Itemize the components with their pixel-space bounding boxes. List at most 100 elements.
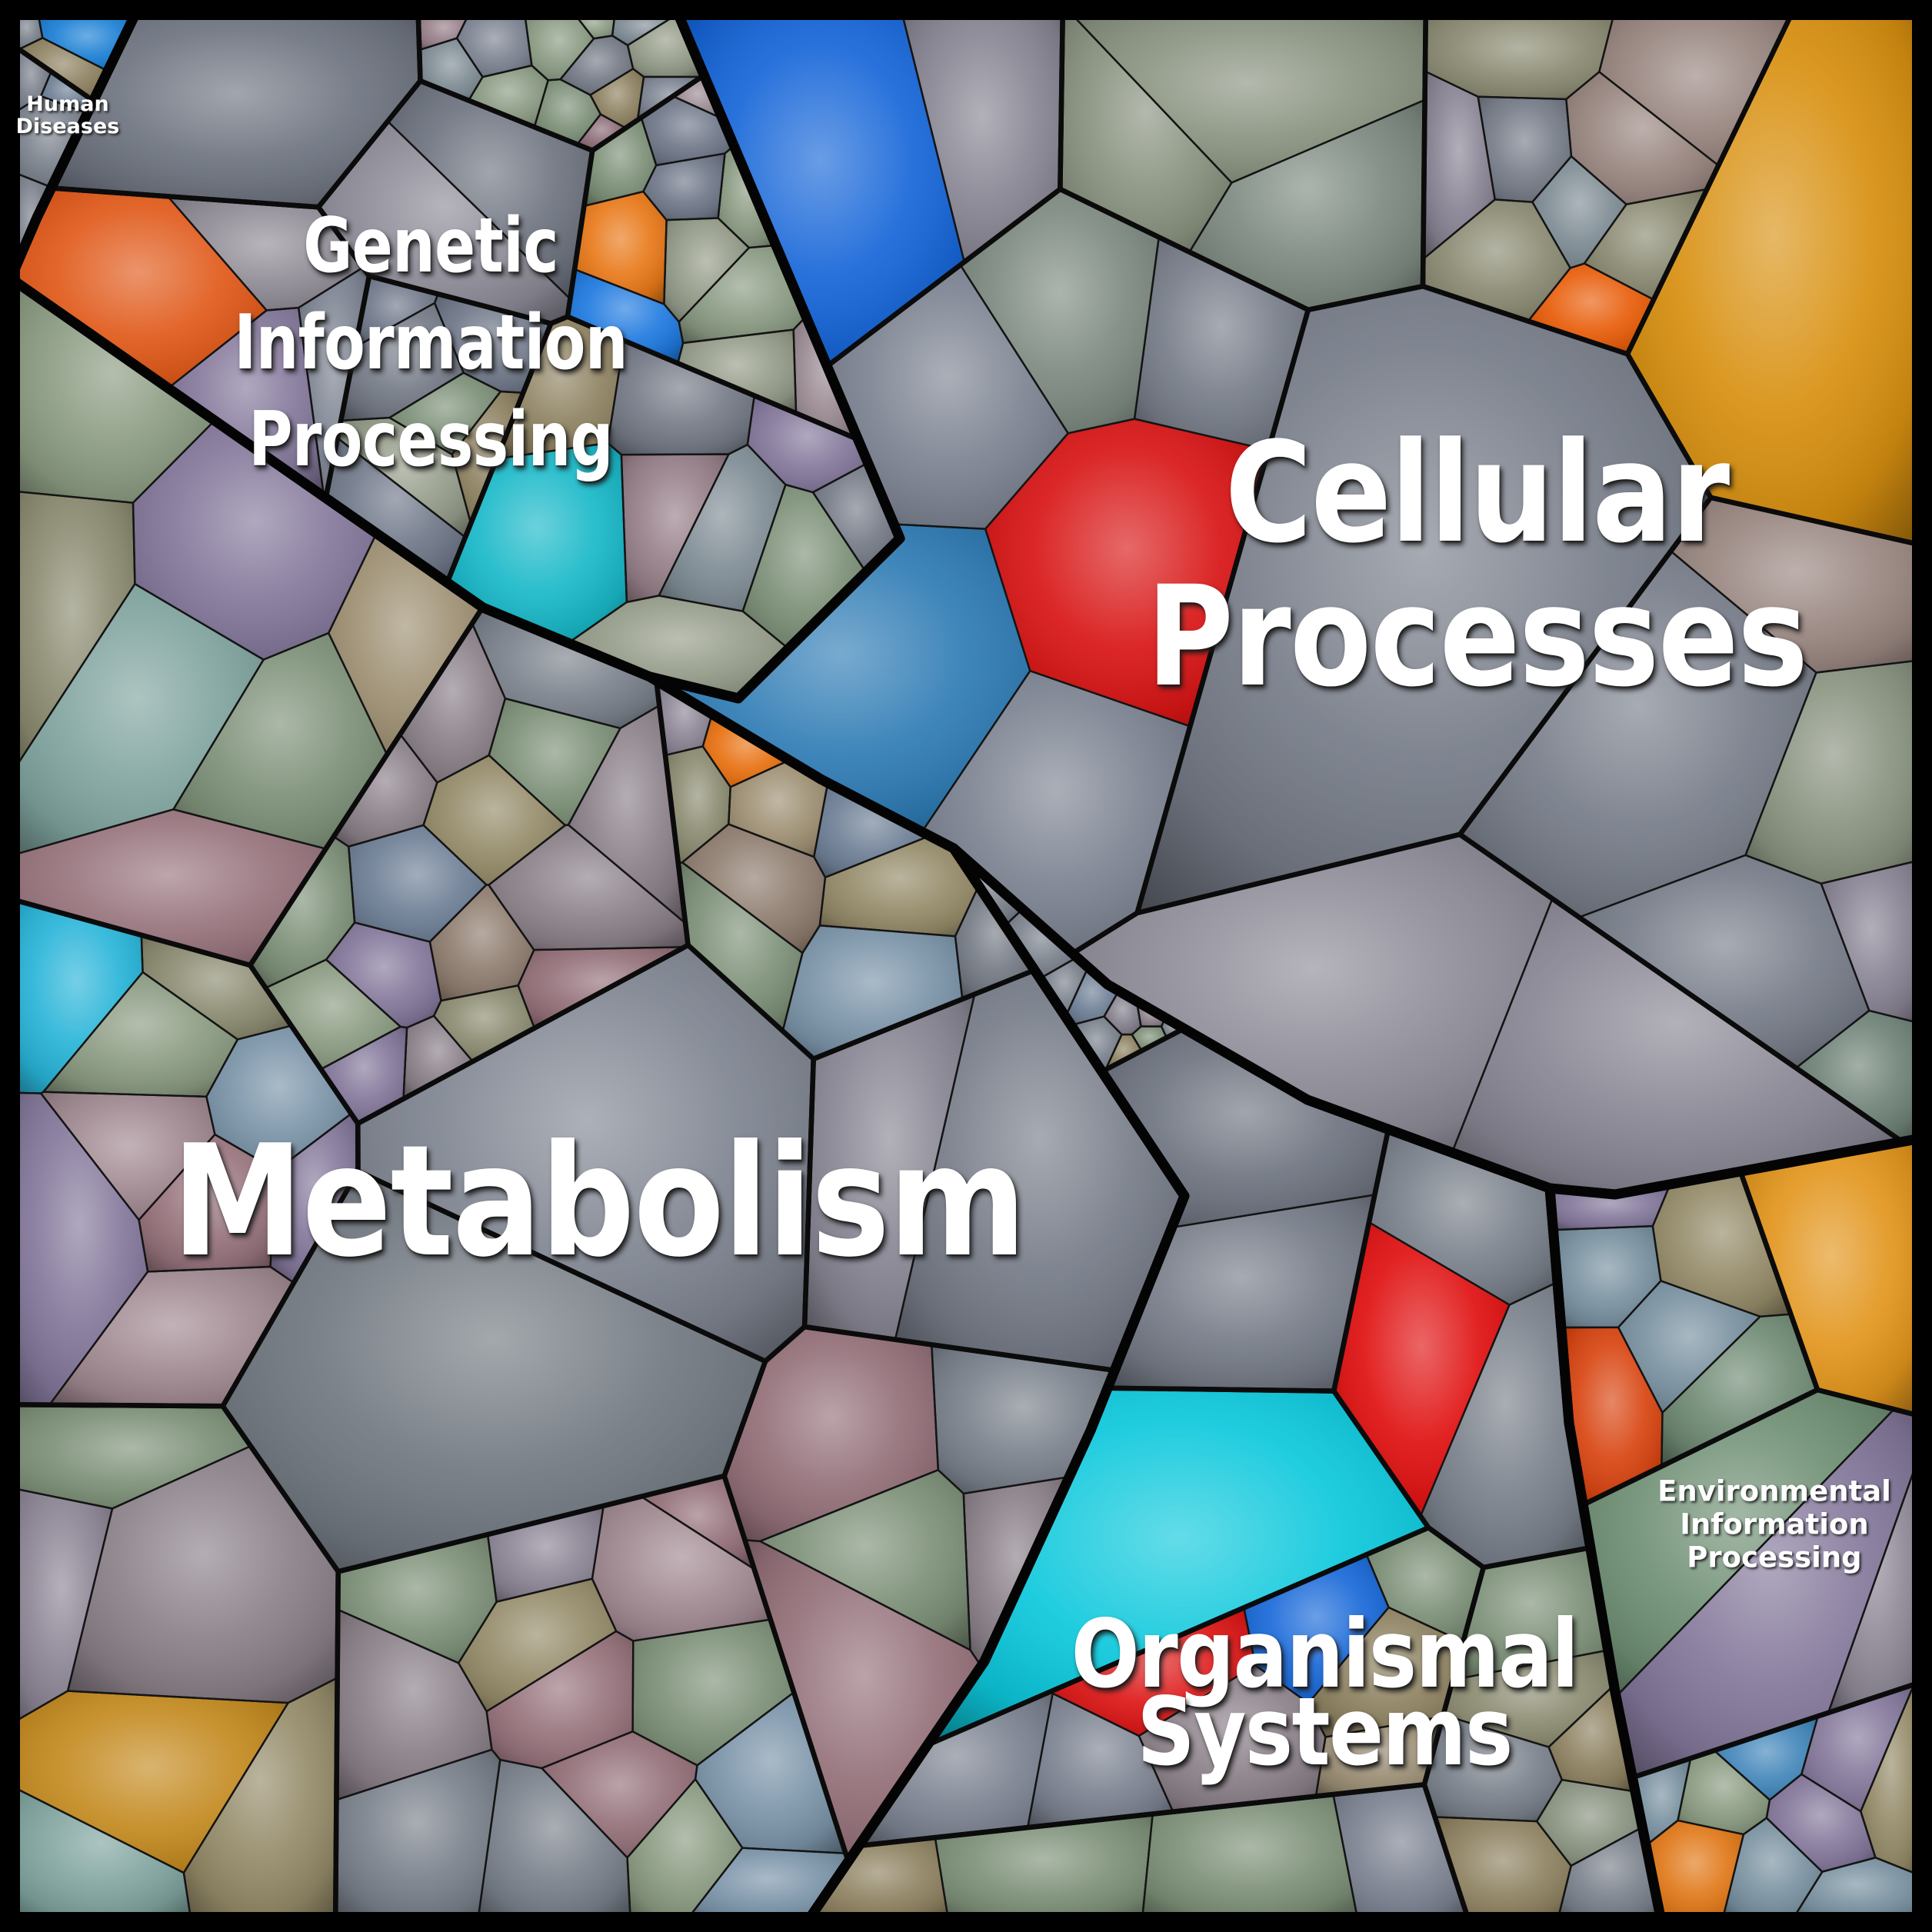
treemap-cell-shade: [488, 824, 688, 951]
treemap-cell-shade: [1451, 898, 1903, 1194]
treemap-cell-shade: [1796, 1011, 1921, 1142]
treemap-cell-shade: [742, 485, 866, 649]
treemap-cell-shade: [560, 35, 634, 95]
treemap-cell-shade: [621, 454, 729, 602]
treemap-cell-shade: [1308, 1607, 1464, 1737]
treemap-cell-shade: [1369, 1129, 1557, 1305]
treemap-cell-shade: [590, 68, 644, 128]
treemap-cell-shade: [1131, 1026, 1167, 1051]
treemap-cell-shade: [1740, 1138, 1921, 1417]
treemap-cell-shade: [934, 1814, 1153, 1921]
treemap-cell-shade: [682, 824, 825, 954]
treemap-cell-shade: [1477, 96, 1571, 202]
treemap-cell-shade: [358, 944, 814, 1361]
treemap-cell-shade: [1425, 11, 1615, 99]
treemap-cell-shade: [901, 11, 1063, 262]
treemap-cell-shade: [11, 898, 143, 1094]
cell-border: [1307, 1606, 1464, 1738]
treemap-cell-shade: [11, 278, 215, 503]
treemap-cell-shade: [41, 1091, 215, 1221]
cell-border: [348, 824, 488, 943]
treemap-cell-shade: [658, 445, 786, 611]
treemap-cell-shade: [1421, 1282, 1591, 1567]
treemap-cell-shade: [808, 1837, 949, 1921]
treemap-cell-shade: [1366, 1527, 1484, 1642]
treemap-cell-shade: [744, 1540, 981, 1862]
treemap-cell-shade: [11, 584, 264, 856]
treemap-cell-shade: [11, 491, 135, 775]
cell-border: [663, 217, 751, 323]
treemap-cell-shade: [11, 809, 326, 965]
treemap-cell-shade: [298, 267, 369, 498]
treemap-cell-shade: [541, 1731, 698, 1858]
treemap-cell-shade: [1820, 860, 1921, 1024]
treemap-cell-shade: [931, 1344, 1115, 1494]
treemap-cell-shade: [1141, 1794, 1358, 1921]
treemap-cell-shade: [1677, 1750, 1770, 1834]
treemap-cell-shade: [1646, 1820, 1744, 1921]
treemap-cell-shade: [168, 308, 325, 497]
treemap-cell-shade: [486, 1631, 634, 1768]
treemap-cell-shade: [819, 835, 979, 937]
treemap-cell-shade: [173, 633, 388, 849]
treemap-cell-shade: [1766, 1774, 1876, 1872]
treemap-cell-shade: [1060, 11, 1232, 252]
cell-border: [488, 698, 621, 827]
treemap-cell-shade: [51, 11, 421, 208]
treemap-cell-shade: [328, 533, 483, 755]
treemap-cell-shade: [747, 395, 868, 493]
treemap-cell-shade: [1244, 1554, 1389, 1704]
treemap-cell-shade: [608, 340, 754, 455]
treemap-cell-shade: [270, 1114, 358, 1283]
treemap-cell-shade: [1423, 71, 1495, 259]
treemap-cell-shade: [41, 72, 94, 114]
treemap-cell-shade: [1051, 1607, 1256, 1736]
treemap-cell-shade: [11, 96, 88, 188]
treemap-cell-shade: [326, 922, 441, 1028]
treemap-cell-shade: [1065, 967, 1119, 1025]
treemap-cell-shade: [1071, 1016, 1122, 1072]
treemap-cell-shade: [1072, 834, 1553, 1153]
treemap-cell-shade: [685, 1847, 848, 1921]
treemap-cell-shade: [568, 705, 686, 924]
treemap-cell-shade: [496, 316, 625, 459]
treemap-cell-shade: [702, 714, 789, 788]
treemap-cell-shade: [43, 972, 238, 1097]
treemap-cell-shade: [628, 13, 705, 77]
treemap-cell-shade: [1137, 286, 1711, 913]
treemap-cell-shade: [1108, 1194, 1375, 1391]
treemap-cell-shade: [457, 11, 532, 78]
treemap-cell-shade: [1745, 660, 1921, 884]
treemap-cell-shade: [168, 196, 363, 311]
treemap-cell-shade: [18, 38, 108, 101]
cell-border: [1617, 1280, 1761, 1414]
treemap-cell-shade: [656, 681, 712, 755]
treemap-cell-shade: [1566, 72, 1719, 205]
treemap-cell-shade: [138, 1134, 277, 1272]
treemap-cell-shade: [447, 443, 627, 643]
treemap-cell-shade: [1584, 188, 1707, 300]
treemap-cell-shade: [677, 11, 964, 367]
treemap-cell-shade: [434, 985, 535, 1062]
treemap-cell-shade: [1557, 1827, 1661, 1921]
treemap-cell-shade: [577, 114, 626, 151]
treemap-cell-shade: [524, 11, 594, 81]
treemap-cell-shade: [568, 595, 789, 698]
treemap-cell-shade: [592, 1496, 771, 1641]
treemap-cell-shade: [643, 153, 725, 221]
cell-border: [741, 484, 868, 650]
treemap-cell-shade: [471, 607, 660, 728]
treemap-cell-shade: [265, 959, 401, 1070]
treemap-cell-shade: [1627, 11, 1921, 545]
treemap-cell-shade: [389, 372, 501, 455]
treemap-cell-shade: [1068, 11, 1426, 183]
treemap-cell-shade: [1537, 1780, 1643, 1866]
treemap-cell-shade: [435, 294, 551, 393]
treemap-cell-shade: [488, 698, 621, 825]
treemap-cell-shade: [534, 79, 601, 145]
treemap-cell-shade: [1138, 1665, 1326, 1812]
treemap-cell-shade: [403, 1015, 473, 1099]
treemap-cell-shade: [678, 329, 797, 414]
cell-border: [138, 1133, 278, 1273]
